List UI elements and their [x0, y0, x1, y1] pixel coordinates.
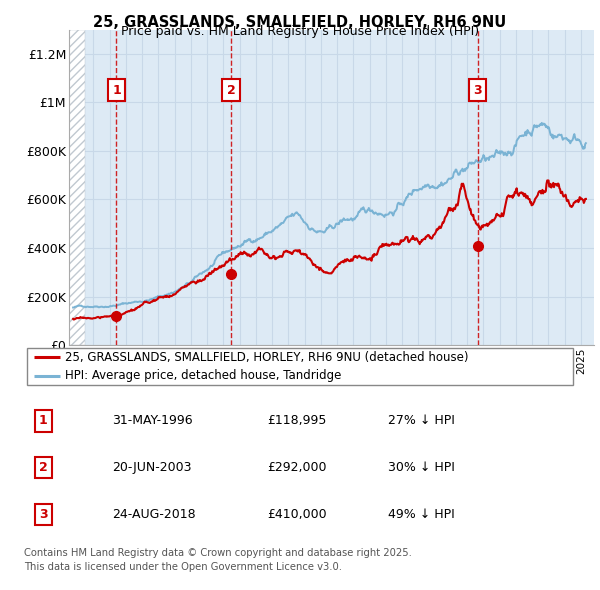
Text: 2: 2	[227, 84, 235, 97]
Text: 27% ↓ HPI: 27% ↓ HPI	[388, 414, 455, 427]
Text: Contains HM Land Registry data © Crown copyright and database right 2025.
This d: Contains HM Land Registry data © Crown c…	[24, 548, 412, 572]
Text: £292,000: £292,000	[267, 461, 326, 474]
Text: 3: 3	[473, 84, 482, 97]
Text: 20-JUN-2003: 20-JUN-2003	[112, 461, 192, 474]
Text: 1: 1	[112, 84, 121, 97]
Text: HPI: Average price, detached house, Tandridge: HPI: Average price, detached house, Tand…	[65, 369, 342, 382]
Text: £118,995: £118,995	[267, 414, 326, 427]
Text: 25, GRASSLANDS, SMALLFIELD, HORLEY, RH6 9NU (detached house): 25, GRASSLANDS, SMALLFIELD, HORLEY, RH6 …	[65, 350, 469, 363]
Text: 1: 1	[39, 414, 47, 427]
Text: 30% ↓ HPI: 30% ↓ HPI	[388, 461, 455, 474]
Text: 49% ↓ HPI: 49% ↓ HPI	[388, 508, 455, 521]
Text: Price paid vs. HM Land Registry's House Price Index (HPI): Price paid vs. HM Land Registry's House …	[121, 25, 479, 38]
Text: 25, GRASSLANDS, SMALLFIELD, HORLEY, RH6 9NU: 25, GRASSLANDS, SMALLFIELD, HORLEY, RH6 …	[94, 15, 506, 30]
Text: 24-AUG-2018: 24-AUG-2018	[112, 508, 196, 521]
Text: 31-MAY-1996: 31-MAY-1996	[112, 414, 193, 427]
FancyBboxPatch shape	[27, 348, 573, 385]
Text: 3: 3	[39, 508, 47, 521]
Text: 2: 2	[39, 461, 47, 474]
Text: £410,000: £410,000	[267, 508, 326, 521]
Bar	[69, 30, 85, 345]
